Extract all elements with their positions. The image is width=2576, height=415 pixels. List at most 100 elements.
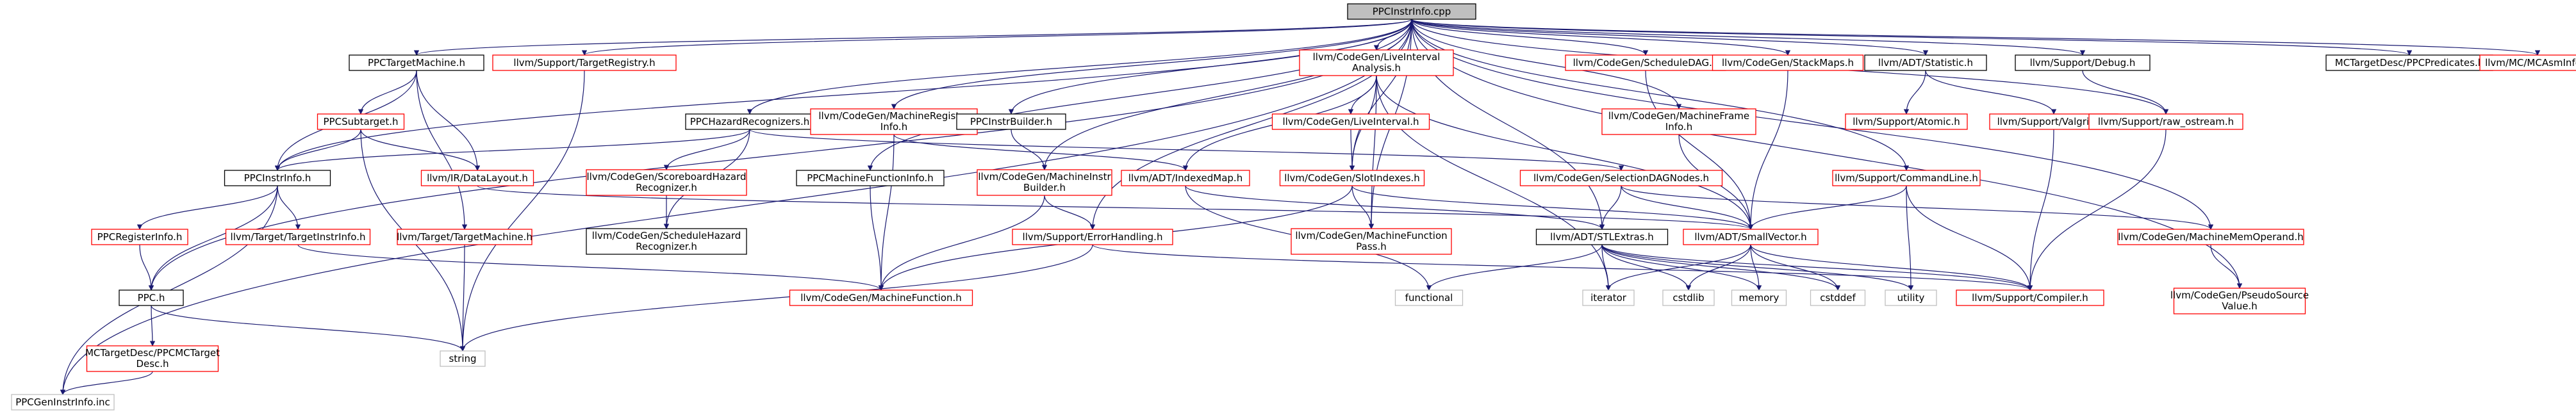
- node-pseudosource-label: llvm/CodeGen/PseudoSource: [2170, 289, 2309, 301]
- node-mfunction[interactable]: llvm/CodeGen/MachineFunction.h: [789, 289, 973, 306]
- node-scheddag[interactable]: llvm/CodeGen/ScheduleDAG.h: [1565, 54, 1726, 71]
- edge-slotindexes-to-smallvector: [1351, 185, 1754, 230]
- node-atomic[interactable]: llvm/Support/Atomic.h: [1845, 113, 1968, 130]
- node-ppcgeninstrinfo-label: PPCGenInstrInfo.inc: [15, 396, 110, 408]
- node-targetmachine[interactable]: llvm/Target/TargetMachine.h: [397, 229, 533, 245]
- node-ppcinstrbuilder[interactable]: PPCInstrBuilder.h: [956, 113, 1066, 130]
- node-liveinterval[interactable]: llvm/CodeGen/LiveInterval.h: [1271, 113, 1430, 130]
- node-root-box: [1347, 3, 1476, 20]
- edge-root-to-ppcinstrinfo_h: [274, 19, 1412, 171]
- node-iterator-label: iterator: [1590, 292, 1627, 304]
- node-cstddef[interactable]: cstddef: [1810, 289, 1866, 306]
- node-raw_ostream[interactable]: llvm/Support/raw_ostream.h: [2088, 113, 2243, 130]
- node-seldagnodes[interactable]: llvm/CodeGen/SelectionDAGNodes.h: [1519, 170, 1723, 186]
- node-errorhandling-label: llvm/Support/ErrorHandling.h: [1023, 231, 1163, 243]
- node-mfunction-box: [789, 289, 973, 306]
- node-cstddef-label: cstddef: [1820, 292, 1856, 304]
- edge-stlextras-to-utility: [1601, 244, 1914, 291]
- node-liveinterval_analysis-label: Analysis.h: [1352, 62, 1401, 74]
- node-stlextras[interactable]: llvm/ADT/STLExtras.h: [1535, 229, 1669, 245]
- edge-targetreg-to-string: [459, 70, 585, 352]
- edge-root-to-ppcgeninstrinfo: [60, 19, 1412, 395]
- node-predicates[interactable]: MCTargetDesc/PPCPredicates.h: [2325, 54, 2493, 71]
- node-mmemoperand[interactable]: llvm/CodeGen/MachineMemOperand.h: [2117, 229, 2304, 245]
- node-ppcmfi[interactable]: PPCMachineFunctionInfo.h: [796, 170, 945, 186]
- node-stackmaps[interactable]: llvm/CodeGen/StackMaps.h: [1712, 54, 1864, 71]
- edge-seldagnodes-to-stlextras: [1599, 185, 1622, 230]
- node-slotindexes[interactable]: llvm/CodeGen/SlotIndexes.h: [1279, 170, 1425, 186]
- edge-seldagnodes-to-smallvector: [1621, 185, 1754, 230]
- edge-smallvector-to-compiler: [1750, 244, 2033, 291]
- node-ppcgeninstrinfo[interactable]: PPCGenInstrInfo.inc: [11, 394, 115, 411]
- node-targetinstrinfo[interactable]: llvm/Target/TargetInstrInfo.h: [225, 229, 371, 245]
- edge-minstrbuilder-to-errorhandling: [1044, 195, 1096, 230]
- node-statistic[interactable]: llvm/ADT/Statistic.h: [1864, 54, 1987, 71]
- node-string-label: string: [449, 353, 476, 364]
- edge-stlextras-to-iterator: [1601, 244, 1612, 291]
- node-compiler[interactable]: llvm/Support/Compiler.h: [1956, 289, 2104, 306]
- node-pseudosource-label: Value.h: [2222, 300, 2257, 312]
- node-statistic-label: llvm/ADT/Statistic.h: [1878, 57, 1973, 69]
- node-stlextras-box: [1535, 229, 1669, 245]
- node-memory[interactable]: memory: [1731, 289, 1787, 306]
- node-datalayout-label: llvm/IR/DataLayout.h: [427, 172, 528, 184]
- node-string-box: [440, 350, 486, 367]
- node-errorhandling[interactable]: llvm/Support/ErrorHandling.h: [1012, 229, 1173, 245]
- node-targetinstrinfo-box: [225, 229, 371, 245]
- node-cstdlib-label: cstdlib: [1672, 292, 1704, 304]
- node-functional[interactable]: functional: [1394, 289, 1464, 306]
- node-ppctm[interactable]: PPCTargetMachine.h: [349, 54, 484, 71]
- node-cstdlib-box: [1662, 289, 1715, 306]
- edge-commandline-to-compiler: [1906, 185, 2033, 291]
- node-iterator[interactable]: iterator: [1582, 289, 1635, 306]
- node-datalayout[interactable]: llvm/IR/DataLayout.h: [420, 170, 534, 186]
- edge-ppcsubtarget-to-ppcinstrinfo_h: [274, 129, 361, 171]
- edge-root-to-stackmaps: [1411, 19, 1791, 56]
- edge-root-to-mframeinfo: [1411, 19, 1682, 110]
- node-root[interactable]: PPCInstrInfo.cpp: [1347, 3, 1476, 20]
- node-indexedmap[interactable]: llvm/ADT/IndexedMap.h: [1121, 170, 1250, 186]
- edge-slotindexes-to-mfpass: [1351, 185, 1375, 229]
- edge-seldagnodes-to-mmemoperand: [1621, 185, 2213, 230]
- node-utility[interactable]: utility: [1885, 289, 1937, 306]
- node-compiler-box: [1956, 289, 2104, 306]
- edge-ppcinstrbuilder-to-minstrbuilder: [1011, 129, 1048, 170]
- node-mmemoperand-box: [2117, 229, 2304, 245]
- node-string[interactable]: string: [440, 350, 486, 367]
- node-atomic-box: [1845, 113, 1968, 130]
- node-scheddag-label: llvm/CodeGen/ScheduleDAG.h: [1573, 57, 1719, 69]
- node-predicates-label: MCTargetDesc/PPCPredicates.h: [2335, 57, 2484, 69]
- node-functional-label: functional: [1405, 292, 1453, 304]
- node-errorhandling-box: [1012, 229, 1173, 245]
- node-smallvector[interactable]: llvm/ADT/SmallVector.h: [1683, 229, 1819, 245]
- node-ppcmctargetdesc-label: Desc.h: [136, 358, 169, 370]
- node-debug[interactable]: llvm/Support/Debug.h: [2015, 54, 2151, 71]
- node-iterator-box: [1582, 289, 1635, 306]
- node-ppcinstrinfo_h[interactable]: PPCInstrInfo.h: [224, 170, 331, 186]
- node-mcasminfo[interactable]: llvm/MC/MCAsmInfo.h: [2479, 54, 2576, 71]
- edge-debug-to-raw_ostream: [2082, 70, 2169, 115]
- node-scoreboard[interactable]: llvm/CodeGen/ScoreboardHazardRecognizer.…: [586, 169, 747, 196]
- node-cstdlib[interactable]: cstdlib: [1662, 289, 1715, 306]
- node-ppchazard[interactable]: PPCHazardRecognizers.h: [685, 113, 814, 130]
- node-ppcinstrbuilder-box: [956, 113, 1066, 130]
- node-mframeinfo-box: [1601, 108, 1756, 135]
- node-ppc_h[interactable]: PPC.h: [119, 289, 184, 306]
- node-mfpass-label: llvm/CodeGen/MachineFunction: [1295, 230, 1447, 241]
- node-scheddag-box: [1565, 54, 1726, 71]
- node-ppcmctargetdesc-box: [86, 345, 219, 372]
- edge-root-to-statistic: [1411, 19, 1928, 56]
- node-targetreg-box: [492, 54, 677, 71]
- node-ppcreginfo[interactable]: PPCRegisterInfo.h: [91, 229, 188, 245]
- node-targetreg[interactable]: llvm/Support/TargetRegistry.h: [492, 54, 677, 71]
- node-ppcsubtarget[interactable]: PPCSubtarget.h: [317, 113, 405, 130]
- node-commandline[interactable]: llvm/Support/CommandLine.h: [1832, 170, 1981, 186]
